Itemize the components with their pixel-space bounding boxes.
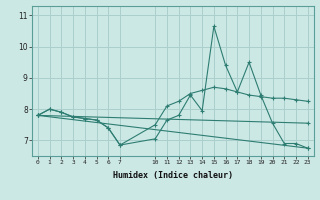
X-axis label: Humidex (Indice chaleur): Humidex (Indice chaleur) (113, 171, 233, 180)
